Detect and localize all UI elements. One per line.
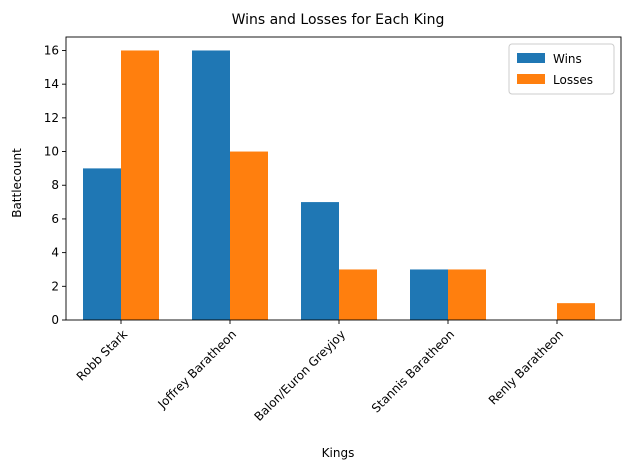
plot-area: 0 2 4 6 8 10 12 14 16 Robb Stark Joffrey Baratheon… [44, 36, 622, 424]
y-tick-label: 12 [44, 111, 59, 125]
x-tick-label: Balon/Euron Greyjoy [251, 327, 348, 424]
y-tick-label: 10 [44, 145, 59, 159]
x-axis-label: Kings [322, 446, 355, 460]
y-tick-label: 0 [51, 313, 59, 327]
bar-wins-3 [301, 202, 339, 320]
bar-wins-1 [83, 168, 121, 320]
y-tick-label: 16 [44, 43, 59, 57]
bar-losses-2 [230, 151, 268, 320]
y-tick-label: 2 [51, 279, 59, 293]
plot-frame [65, 36, 622, 321]
bar-losses-4 [448, 269, 486, 320]
bar-losses-1 [121, 50, 159, 320]
x-tick-label: Stannis Baratheon [369, 327, 457, 415]
y-axis-label: Battlecount [10, 148, 24, 218]
x-tick-label: Robb Stark [74, 327, 130, 383]
legend-label-wins: Wins [553, 52, 582, 66]
x-tick-label: Renly Baratheon [486, 327, 566, 407]
bar-losses-5 [557, 303, 595, 320]
bar-wins-4 [410, 269, 448, 320]
legend-swatch-losses [517, 74, 545, 84]
legend-swatch-wins [517, 53, 545, 63]
y-tick-label: 6 [51, 212, 59, 226]
legend-label-losses: Losses [553, 73, 593, 87]
y-tick-label: 14 [44, 77, 59, 91]
y-tick-label: 4 [51, 246, 59, 260]
chart-title: Wins and Losses for Each King [232, 12, 445, 28]
x-tick-label: Joffrey Baratheon [155, 327, 240, 412]
bar-losses-3 [339, 269, 377, 320]
y-tick-label: 8 [51, 178, 59, 192]
bar-wins-2 [192, 50, 230, 320]
